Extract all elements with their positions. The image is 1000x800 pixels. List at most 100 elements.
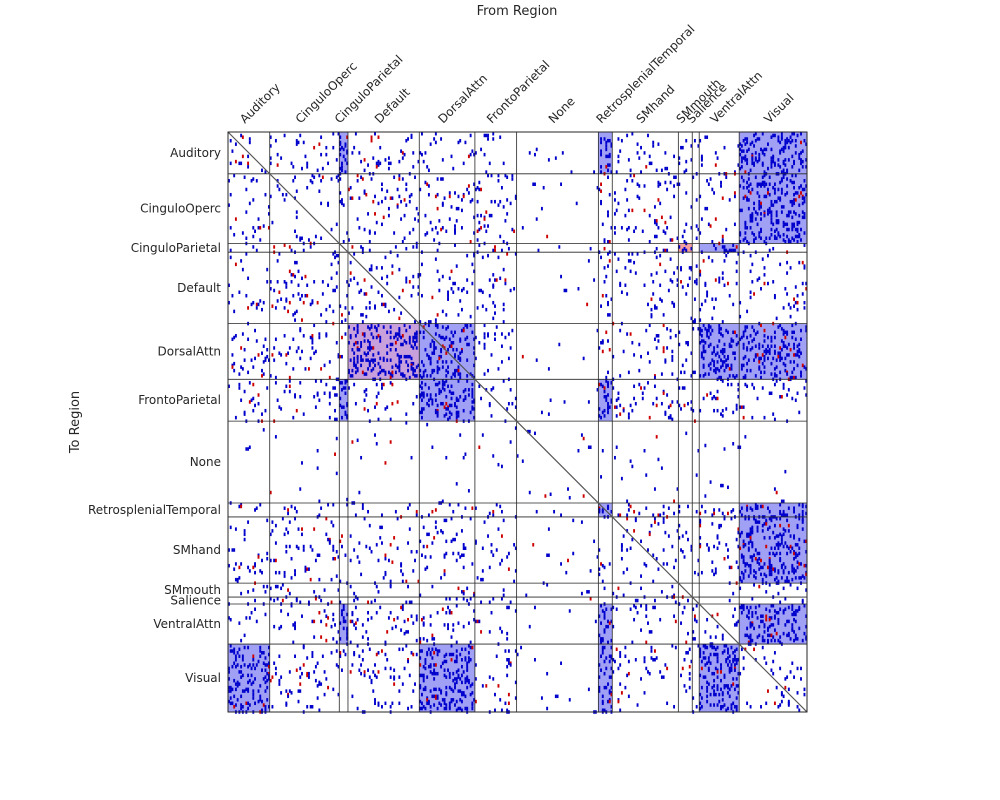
connection-cell [775,213,778,218]
connection-cell [381,541,383,545]
connection-cell [466,678,469,683]
connection-cell [313,670,316,674]
connection-cell [556,694,559,699]
connection-cell [466,675,469,679]
connection-cell [713,671,716,676]
connection-cell [431,445,434,449]
connection-cell [777,617,780,622]
connection-cell [370,267,373,272]
connection-cell [568,496,571,500]
connection-cell [747,184,750,188]
connection-cell [254,598,256,603]
connection-cell [793,567,795,571]
connection-cell [500,248,503,253]
connection-cell [782,175,785,180]
connection-cell [271,529,274,533]
connection-cell [760,375,762,380]
connection-cell [299,395,302,399]
connection-cell [398,334,401,338]
connection-cell [662,313,665,317]
connection-cell [361,649,364,653]
connection-cell [786,177,789,181]
connection-cell [784,685,787,690]
connection-cell [673,304,676,308]
connection-cell [295,509,298,514]
connection-cell [313,175,316,180]
connection-cell [450,610,453,615]
connection-cell [733,191,736,195]
connection-cell [464,677,467,681]
connection-cell [307,567,310,571]
connection-cell [598,633,601,638]
connection-cell [667,405,670,409]
connection-cell [394,341,397,345]
row-label-smmouth: SMmouth [164,583,221,597]
connection-cell [704,283,707,288]
connection-cell [780,191,783,195]
connection-cell [624,654,627,658]
connection-cell [805,572,808,577]
connection-cell [643,562,646,566]
connection-cell [436,360,439,364]
connection-cell [626,133,629,138]
connection-cell [408,375,411,380]
connection-cell [754,610,757,615]
connection-cell [389,330,392,335]
connection-cell [782,513,785,517]
connection-cell [775,534,778,538]
connection-cell [377,159,380,164]
connection-cell [779,607,782,611]
connection-cell [758,203,761,207]
connection-cell [349,271,352,275]
connection-cell [367,408,370,413]
connection-cell [645,640,648,645]
connection-cell [740,579,743,584]
connection-cell [229,525,232,530]
connection-cell [389,342,392,347]
connection-cell [791,236,794,240]
connection-cell [784,677,787,681]
connection-cell [344,318,347,322]
connection-cell [742,539,745,544]
connection-cell [751,152,754,157]
connection-cell [424,685,427,690]
connection-cell [669,403,672,408]
connection-cell [464,337,467,342]
connection-cell [711,316,714,321]
connection-cell [718,339,721,343]
connection-cell [339,199,342,204]
connection-cell [320,379,323,383]
connection-cell [747,516,750,521]
connection-cell [341,354,343,359]
connection-cell [787,213,790,218]
connection-cell [747,206,750,211]
connection-cell [382,356,385,361]
connection-cell [462,328,465,333]
connection-cell [607,213,609,218]
connection-cell [721,234,724,239]
connection-cell [387,616,390,620]
connection-cell [643,151,646,155]
connection-cell [732,508,735,512]
connection-cell [434,346,437,350]
connection-cell [267,664,270,669]
connection-cell [718,327,721,331]
connection-cell [509,346,512,350]
connection-cell [448,701,451,706]
connection-cell [782,544,785,549]
connection-cell [506,658,509,662]
connection-cell [791,199,794,204]
connection-cell [495,654,498,658]
connection-cell [711,645,714,650]
connection-cell [693,637,696,641]
connection-cell [690,659,693,664]
connection-cell [706,206,709,211]
connection-cell [356,617,359,622]
connection-cell [629,168,632,173]
connection-cell [450,360,453,364]
connection-cell [666,562,669,566]
connection-cell [288,375,291,380]
connection-cell [643,386,646,390]
connection-cell [443,668,446,672]
connection-cell [800,151,802,155]
